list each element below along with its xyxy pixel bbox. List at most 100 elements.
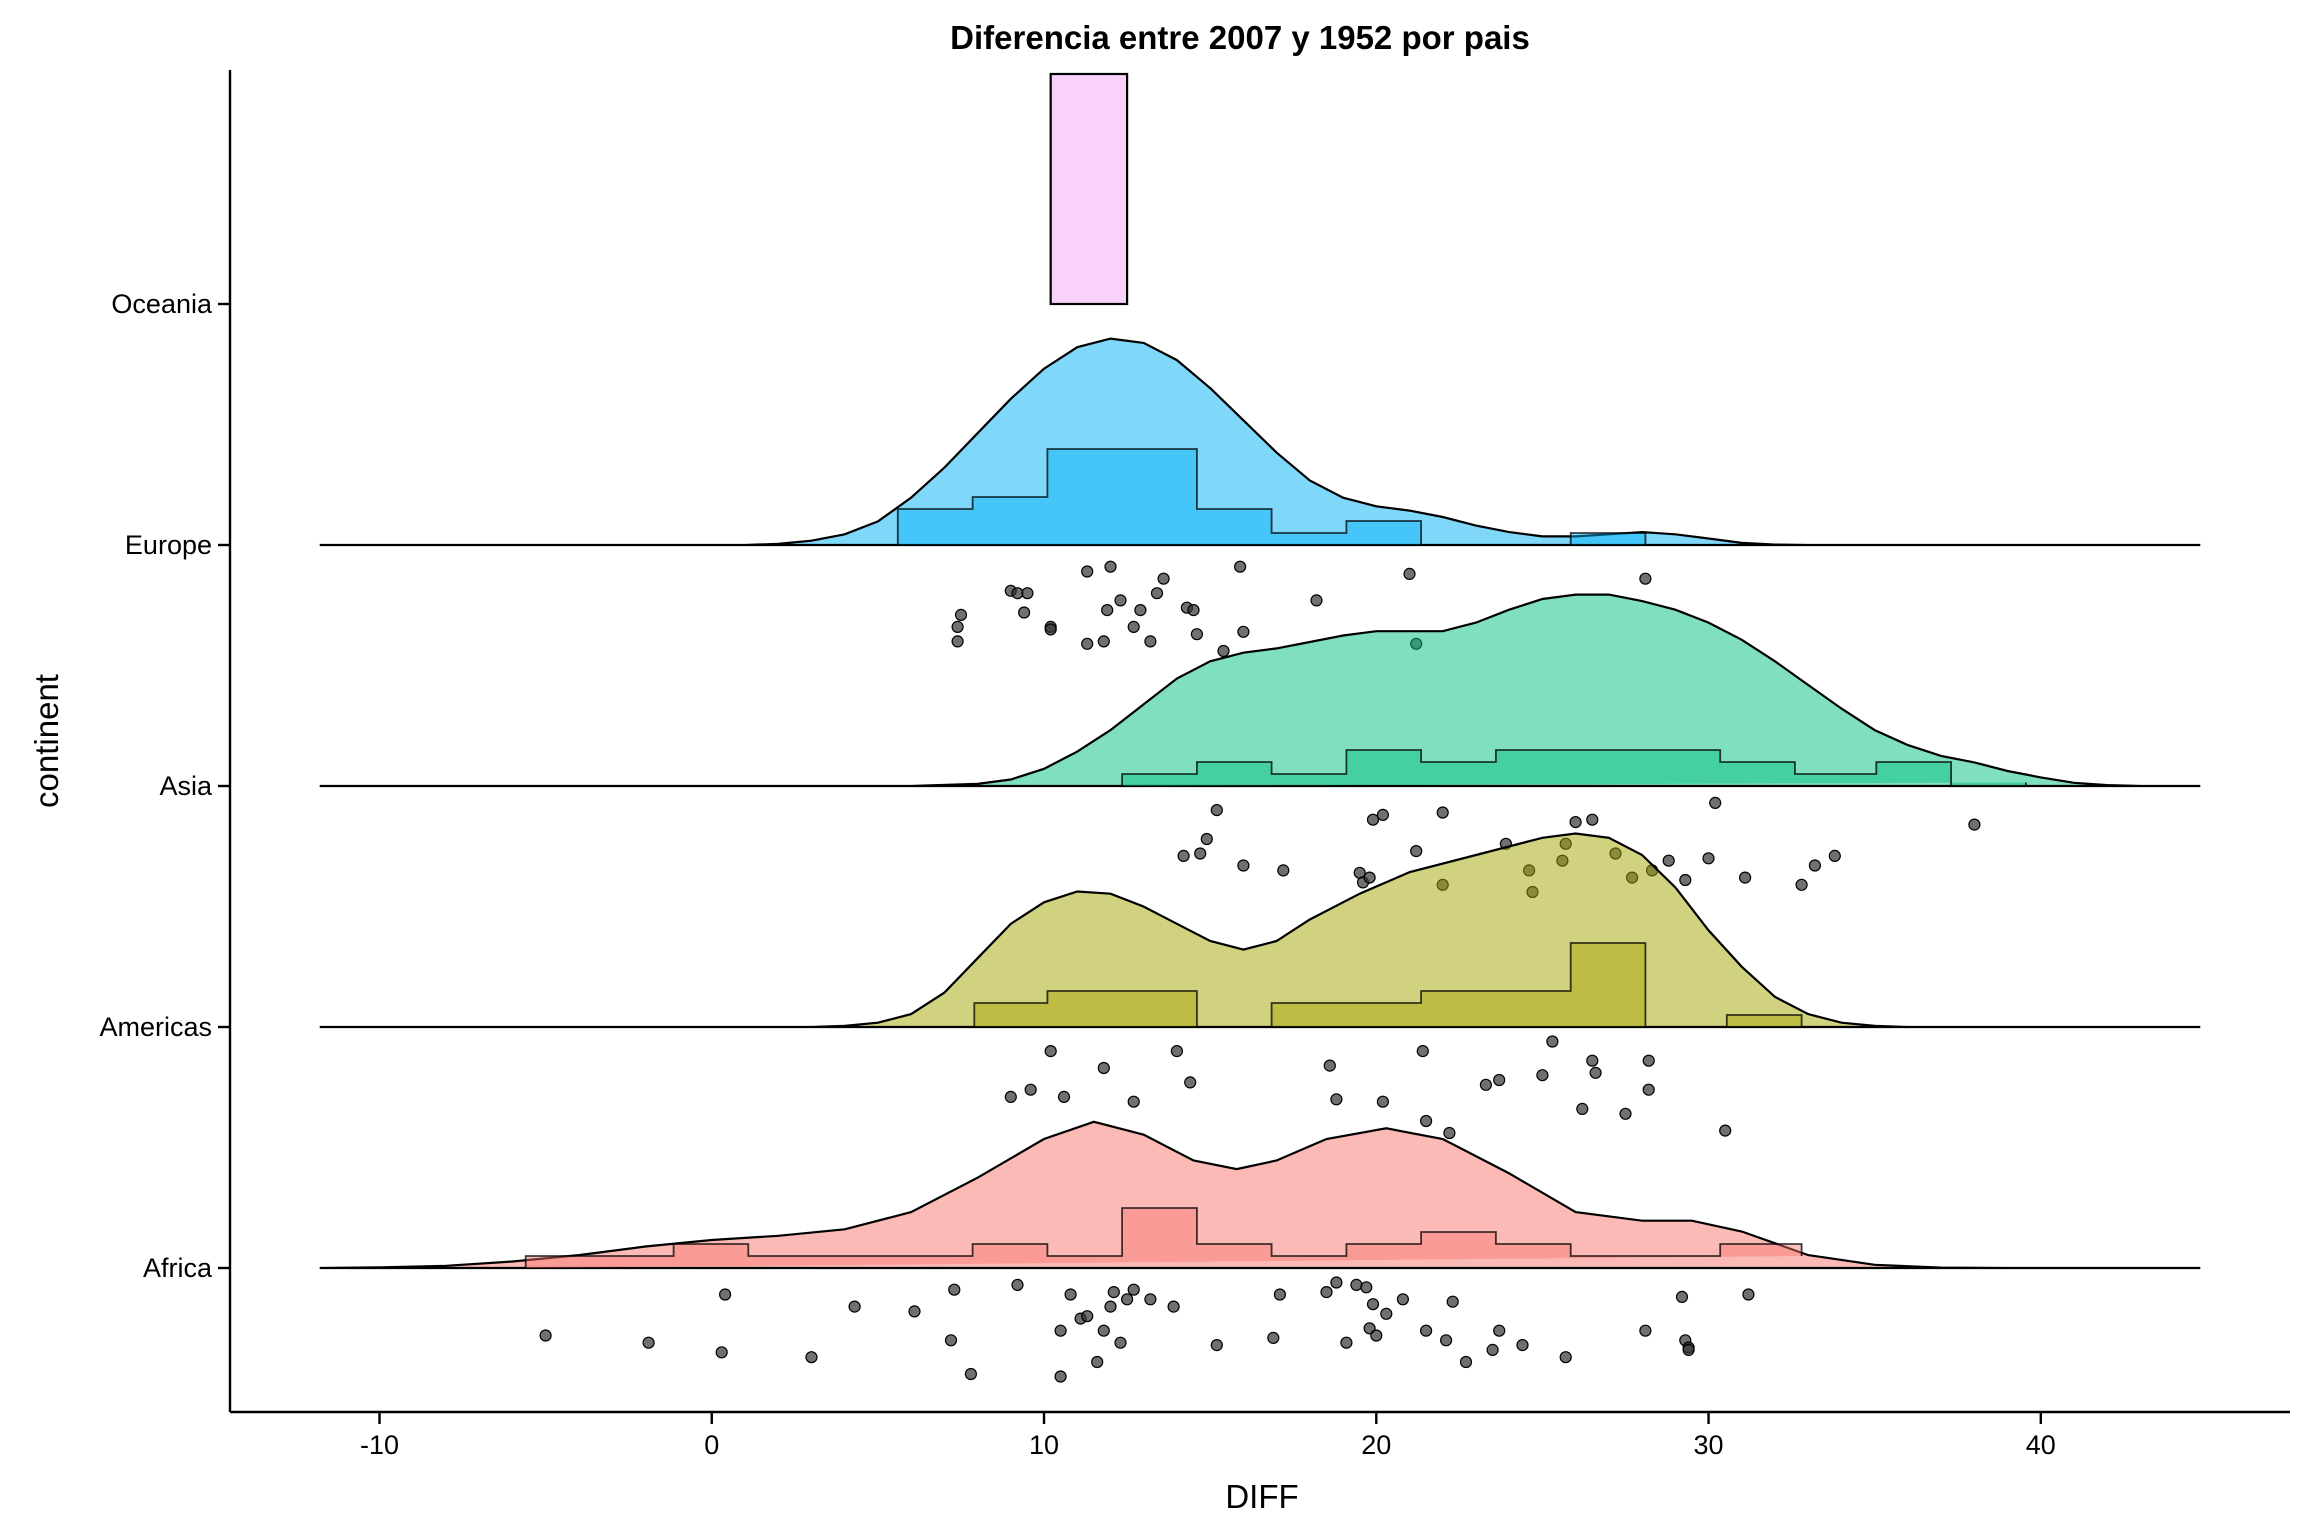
point-asia bbox=[1662, 854, 1675, 867]
point-americas bbox=[1127, 1095, 1140, 1108]
point-europe bbox=[1144, 635, 1157, 648]
point-americas bbox=[1376, 1095, 1390, 1108]
point-europe bbox=[1233, 560, 1247, 573]
point-europe bbox=[1044, 623, 1057, 636]
histogram-americas bbox=[973, 942, 1803, 1028]
point-asia bbox=[1569, 815, 1582, 829]
point-americas bbox=[1642, 1054, 1655, 1067]
point-asia bbox=[1200, 832, 1213, 846]
series-oceania bbox=[1049, 72, 1129, 306]
point-americas bbox=[1330, 1093, 1343, 1106]
point-africa bbox=[1144, 1293, 1157, 1306]
point-europe bbox=[1639, 572, 1652, 585]
point-africa bbox=[1330, 1276, 1343, 1289]
x-tick-label: 10 bbox=[1029, 1430, 1059, 1460]
point-americas bbox=[1576, 1102, 1589, 1116]
chart-title: Diferencia entre 2007 y 1952 por pais bbox=[950, 19, 1530, 56]
point-europe bbox=[1021, 587, 1034, 600]
point-asia bbox=[1363, 871, 1376, 884]
point-americas bbox=[1443, 1126, 1456, 1140]
point-asia bbox=[1277, 864, 1290, 877]
y-tick-label-oceania: Oceania bbox=[111, 289, 213, 319]
y-tick-label-europe: Europe bbox=[125, 530, 212, 560]
density-asia bbox=[319, 593, 2201, 788]
point-africa bbox=[1493, 1324, 1506, 1337]
point-asia bbox=[1177, 849, 1190, 863]
point-asia bbox=[1586, 813, 1599, 826]
point-europe bbox=[1187, 603, 1200, 617]
point-africa bbox=[539, 1329, 552, 1342]
point-europe bbox=[1081, 565, 1094, 578]
point-asia bbox=[1210, 803, 1223, 817]
x-tick-label: 0 bbox=[704, 1430, 719, 1460]
series-europe bbox=[319, 337, 2201, 658]
point-europe bbox=[1217, 644, 1230, 658]
point-europe bbox=[954, 608, 968, 622]
point-americas bbox=[1170, 1044, 1184, 1058]
x-tick-label: 40 bbox=[2026, 1430, 2056, 1460]
point-africa bbox=[1396, 1293, 1410, 1306]
histogram-asia bbox=[1121, 749, 2027, 787]
point-africa bbox=[1675, 1290, 1689, 1304]
point-africa bbox=[944, 1334, 958, 1347]
histogram-africa bbox=[524, 1207, 1803, 1268]
point-americas bbox=[1493, 1073, 1506, 1087]
point-africa bbox=[1446, 1295, 1459, 1308]
point-asia bbox=[1436, 806, 1449, 819]
point-africa bbox=[1127, 1283, 1140, 1296]
point-asia bbox=[1738, 871, 1752, 884]
point-africa bbox=[715, 1346, 728, 1359]
point-africa bbox=[1064, 1288, 1077, 1301]
point-africa bbox=[1081, 1310, 1094, 1323]
histogram-europe bbox=[896, 448, 1647, 546]
point-africa bbox=[908, 1305, 921, 1318]
point-asia bbox=[1376, 808, 1390, 822]
point-americas bbox=[1719, 1124, 1732, 1137]
point-europe bbox=[1310, 594, 1323, 607]
point-americas bbox=[1589, 1066, 1602, 1079]
point-africa bbox=[1091, 1355, 1104, 1369]
x-axis-title: DIFF bbox=[1225, 1478, 1298, 1515]
point-americas bbox=[1642, 1083, 1655, 1096]
point-europe bbox=[951, 620, 964, 634]
x-tick-label: -10 bbox=[360, 1430, 399, 1460]
point-africa bbox=[805, 1351, 818, 1364]
point-asia bbox=[1702, 852, 1715, 865]
point-americas bbox=[1024, 1083, 1037, 1096]
point-africa bbox=[1054, 1370, 1067, 1383]
point-africa bbox=[1097, 1324, 1110, 1337]
series-americas bbox=[319, 832, 2201, 1140]
y-axis-title: continent bbox=[28, 674, 65, 808]
point-africa bbox=[1742, 1288, 1755, 1301]
point-americas bbox=[1416, 1044, 1429, 1058]
point-asia bbox=[1709, 796, 1722, 810]
series-africa bbox=[319, 1120, 2201, 1383]
point-europe bbox=[1114, 594, 1127, 607]
point-africa bbox=[1516, 1338, 1529, 1352]
point-africa bbox=[1210, 1338, 1223, 1352]
point-americas bbox=[1044, 1044, 1057, 1058]
y-axis-ticks: Africa Americas Asia Europe Oceania bbox=[99, 289, 230, 1283]
x-axis-ticks: -10 0 10 20 30 40 bbox=[360, 1412, 2056, 1460]
point-africa bbox=[1486, 1343, 1499, 1357]
point-americas bbox=[1419, 1114, 1433, 1128]
point-europe bbox=[1134, 603, 1147, 617]
point-africa bbox=[1107, 1285, 1120, 1299]
series-asia bbox=[319, 593, 2201, 899]
point-asia bbox=[1968, 818, 1981, 831]
point-africa bbox=[1639, 1324, 1652, 1337]
point-europe bbox=[1017, 606, 1031, 619]
point-europe bbox=[1081, 637, 1094, 650]
point-europe bbox=[1157, 572, 1170, 585]
point-africa bbox=[1380, 1307, 1393, 1320]
point-asia bbox=[1366, 813, 1380, 826]
point-africa bbox=[964, 1367, 978, 1381]
box-oceania bbox=[1049, 72, 1129, 306]
point-americas bbox=[1323, 1059, 1336, 1072]
plot-area bbox=[319, 72, 2201, 1383]
point-africa bbox=[1439, 1334, 1453, 1347]
point-africa bbox=[1120, 1293, 1134, 1306]
point-americas bbox=[1004, 1090, 1017, 1104]
y-tick-label-asia: Asia bbox=[159, 771, 213, 801]
